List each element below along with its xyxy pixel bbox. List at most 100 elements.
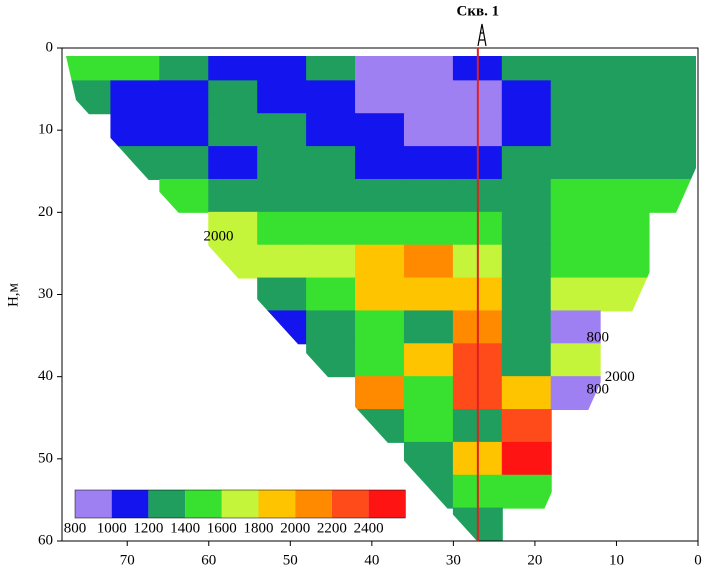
contour-label: 800 [586,381,609,397]
heatmap-cells [66,56,696,541]
heatmap-cell [159,113,210,148]
heatmap-cell [550,113,601,148]
colorbar-label: 2200 [317,520,347,536]
heatmap-cell [355,244,405,279]
colorbar-label: 2400 [354,520,384,536]
heatmap-cell [550,56,601,82]
y-axis-label: H,м [5,282,21,307]
heatmap-cell [501,80,552,115]
y-tick-label: 60 [38,532,53,548]
heatmap-cell [501,211,552,246]
x-tick-label: 70 [120,552,135,568]
heatmap-cell [403,310,454,345]
x-tick-label: 60 [201,552,216,568]
heatmap-cell [306,113,357,148]
heatmap-cell [599,277,650,312]
heatmap-cell [306,80,357,115]
heatmap-cell [355,80,405,115]
colorbar-swatch [221,490,259,518]
heatmap-cell [403,343,454,378]
x-tick-label: 0 [694,552,702,568]
heatmap-cell [599,146,650,180]
heatmap-cell [208,178,259,213]
heatmap-cell [306,244,357,279]
heatmap-cell [257,211,308,246]
heatmap-cell [306,277,357,312]
heatmap-cell [599,56,650,82]
heatmap-cell [66,56,112,82]
heatmap-cell [599,113,650,148]
well-label: Скв. 1 [457,3,500,19]
heatmap-cell [355,56,405,82]
heatmap-cell [159,146,210,180]
heatmap-cell [355,409,405,443]
heatmap-cell [648,80,696,115]
heatmap-cell [550,178,601,213]
contour-label: 800 [586,329,609,345]
heatmap-cell [501,113,552,148]
y-tick-label: 0 [46,39,54,55]
y-tick-label: 10 [38,122,53,138]
heatmap-cell [550,277,601,312]
heatmap-cell [355,178,405,213]
heatmap-cell [257,310,308,345]
heatmap-cell [403,409,454,443]
heatmap-cell [501,441,552,476]
heatmap-cell [550,310,601,345]
heatmap-cell [257,277,308,312]
heatmap-cell [403,376,454,411]
x-tick-label: 10 [609,552,624,568]
heatmap-cell [306,56,357,82]
heatmap-cell [355,113,405,148]
colorbar-swatch [75,490,112,518]
heatmap-cell [257,80,308,115]
heatmap-cell [208,56,259,82]
heatmap-cell [355,277,405,312]
heatmap-cell [403,211,454,246]
heatmap-cell [257,113,308,148]
heatmap-cell [306,211,357,246]
heatmap-cell [355,310,405,345]
heatmap-cell [501,244,552,279]
heatmap-cell [501,146,552,180]
heatmap-cell [648,113,696,148]
colorbar-swatch [148,490,186,518]
heatmap-cell [306,146,357,180]
colorbar-swatch [295,490,332,518]
colorbar-label: 1000 [97,520,127,536]
heatmap-cell [501,343,552,378]
heatmap-cell [501,277,552,312]
heatmap-cell [599,244,650,279]
heatmap-cell [208,113,259,148]
heatmap-cell [403,113,454,148]
colorbar-swatch [111,490,149,518]
heatmap-cell [403,80,454,115]
heatmap-cell [306,310,357,345]
colorbar-swatch [185,490,222,518]
heatmap-cell [208,80,259,115]
x-tick-label: 20 [527,552,542,568]
colorbar-swatch [331,490,369,518]
colorbar-swatch [258,490,296,518]
heatmap-cell [550,343,601,378]
heatmap-cell [599,178,650,213]
heatmap-cell [355,146,405,180]
heatmap-cell [355,343,405,378]
colorbar-swatch [368,490,406,518]
heatmap-cell [355,211,405,246]
heatmap-cell [257,146,308,180]
y-tick-label: 40 [38,368,53,384]
heatmap-cell [648,56,696,82]
heatmap-cell [403,56,454,82]
heatmap-cell [648,178,696,213]
heatmap-cell [355,376,405,411]
heatmap-cell [501,178,552,213]
heatmap-cell [159,80,210,115]
heatmap-cell [159,56,210,82]
heatmap-cell [159,178,210,213]
heatmap-cell [501,310,552,345]
heatmap-cell [403,178,454,213]
heatmap-cell [306,343,357,378]
x-tick-label: 40 [364,552,379,568]
